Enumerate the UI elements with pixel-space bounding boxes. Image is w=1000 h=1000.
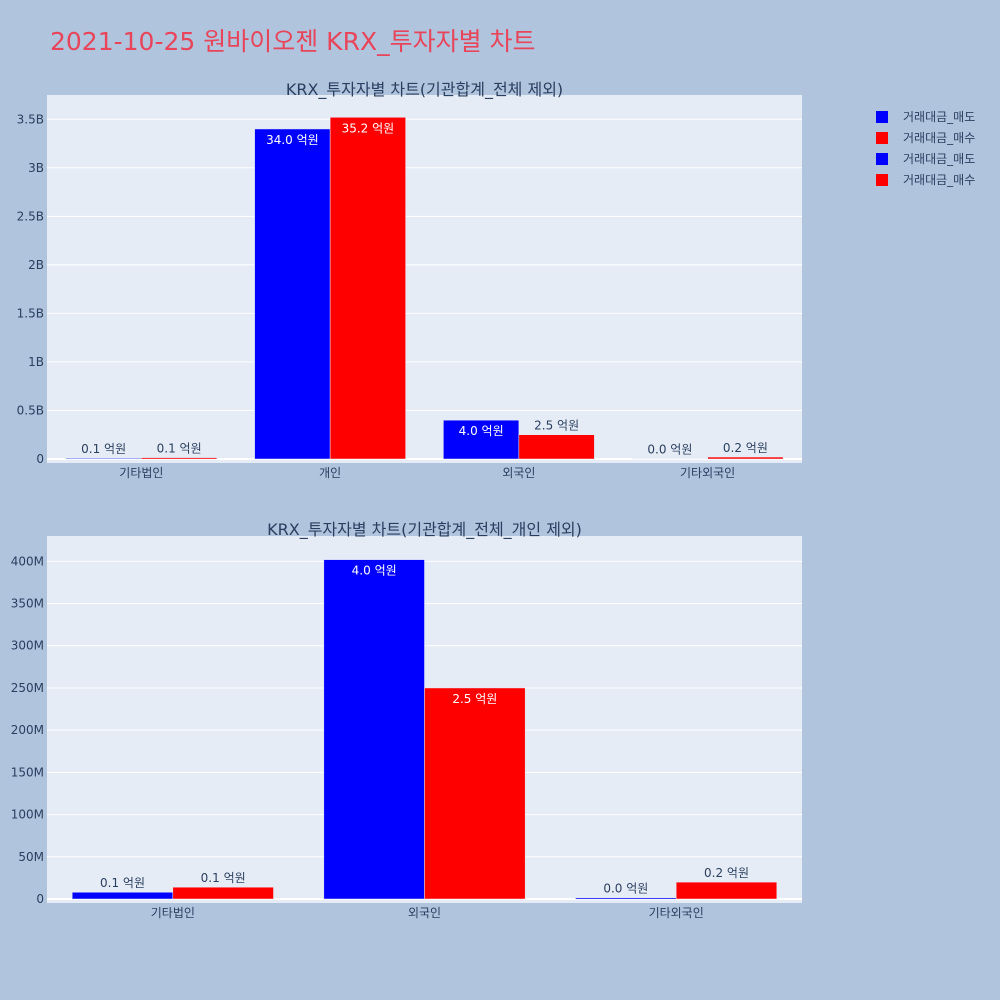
bar — [443, 419, 520, 460]
bar — [329, 117, 406, 460]
legend-label: 거래대금_매도 — [903, 152, 976, 166]
bar — [631, 458, 708, 460]
y-tick-label: 2.5B — [17, 209, 44, 223]
chart-title: KRX_투자자별 차트(기관합계_전체 제외) — [286, 80, 563, 100]
y-tick-label: 0 — [36, 452, 44, 466]
x-tick-label: 개인 — [319, 466, 341, 480]
legend-swatch — [876, 152, 888, 165]
y-tick-label: 1B — [28, 355, 44, 369]
legend: 거래대금_매도 거래대금_매수 거래대금_매도 거래대금_매수 — [876, 106, 975, 190]
legend-item[interactable]: 거래대금_매도 — [876, 106, 975, 127]
page-title: 2021-10-25 원바이오젠 KRX_투자자별 차트 — [50, 27, 536, 56]
legend-label: 거래대금_매수 — [903, 173, 976, 187]
y-tick-label: 3B — [28, 161, 44, 175]
legend-label: 거래대금_매도 — [903, 110, 976, 124]
y-tick-label: 1.5B — [17, 306, 44, 320]
bar — [141, 457, 218, 460]
bar — [65, 457, 142, 460]
x-tick-label: 기타외국인 — [680, 466, 735, 480]
bar — [707, 456, 784, 460]
data-label: 35.2 억원 — [342, 121, 395, 135]
y-tick-label: 2B — [28, 258, 44, 272]
legend-swatch — [876, 110, 888, 123]
data-label: 0.1 억원 — [81, 442, 126, 456]
legend-label: 거래대금_매수 — [903, 131, 976, 145]
bar — [254, 128, 331, 460]
legend-item[interactable]: 거래대금_매수 — [876, 169, 975, 190]
plot-area — [47, 95, 802, 463]
x-tick-label: 기타법인 — [119, 466, 163, 480]
data-label: 0.0 억원 — [647, 443, 692, 457]
legend-swatch — [876, 131, 888, 144]
legend-swatch — [876, 173, 888, 186]
data-label: 34.0 억원 — [266, 133, 319, 147]
legend-item[interactable]: 거래대금_매도 — [876, 148, 975, 169]
bar — [518, 434, 595, 460]
x-tick-label: 외국인 — [502, 466, 535, 480]
data-label: 0.2 억원 — [723, 441, 768, 455]
legend-item[interactable]: 거래대금_매수 — [876, 127, 975, 148]
data-label: 0.1 억원 — [157, 442, 202, 456]
data-label: 2.5 억원 — [534, 419, 579, 433]
y-tick-label: 3.5B — [17, 112, 44, 126]
data-label: 4.0 억원 — [459, 424, 504, 438]
y-tick-label: 0.5B — [17, 403, 44, 417]
